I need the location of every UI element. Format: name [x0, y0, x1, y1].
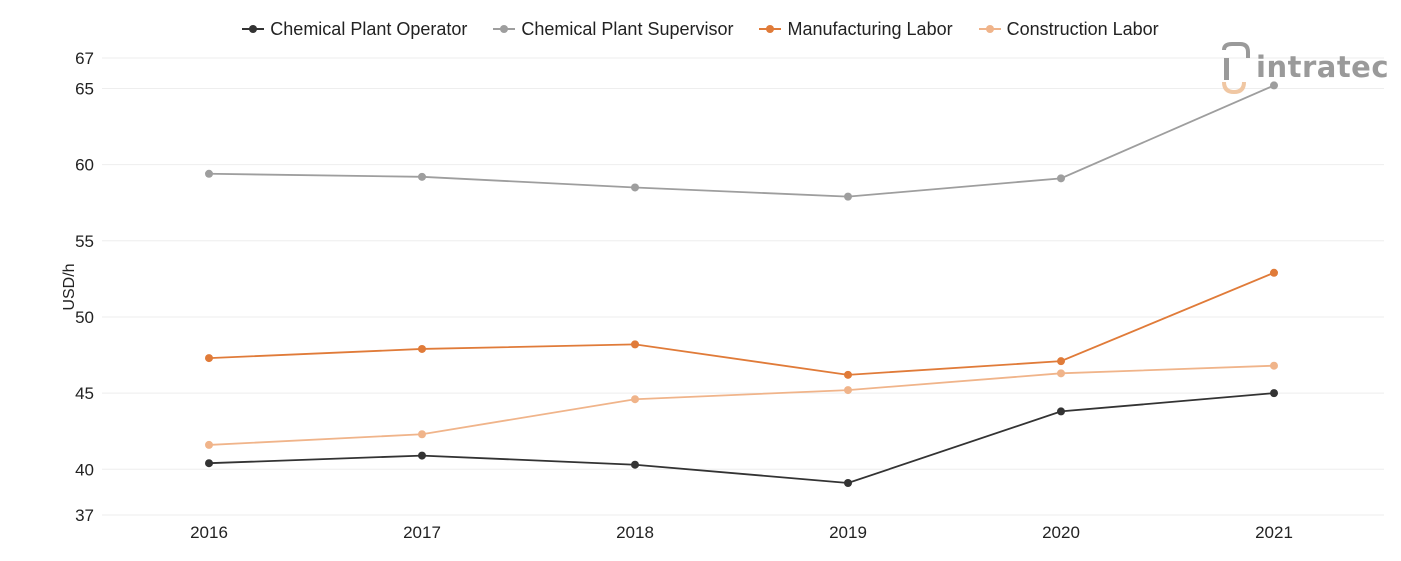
- data-point: [1270, 361, 1278, 370]
- legend-label: Construction Labor: [1006, 18, 1159, 39]
- series-line: [208, 271, 1275, 376]
- legend-swatch-icon: [759, 23, 782, 35]
- grid-lines: [102, 57, 1384, 516]
- data-point: [631, 395, 639, 404]
- data-point: [418, 451, 426, 460]
- y-tick-label: 45: [75, 384, 94, 403]
- legend-item[interactable]: Construction Labor: [978, 16, 1159, 42]
- data-point: [418, 344, 426, 353]
- data-point: [1270, 389, 1278, 398]
- y-tick-label: 60: [75, 156, 94, 175]
- data-point: [205, 169, 213, 178]
- data-point: [418, 172, 426, 181]
- data-point: [1057, 369, 1065, 378]
- data-point: [631, 340, 639, 349]
- y-tick-label: 50: [75, 308, 94, 327]
- data-point: [1270, 268, 1278, 277]
- data-point: [205, 459, 213, 468]
- series-line: [208, 84, 1275, 198]
- legend-swatch-icon: [978, 23, 1001, 35]
- series-group: [205, 389, 1278, 488]
- x-tick-label: 2017: [403, 523, 441, 542]
- logo-text: intratec: [1256, 50, 1390, 84]
- legend: Chemical Plant Operator Chemical Plant S…: [0, 16, 1401, 42]
- data-point: [205, 354, 213, 363]
- data-point: [1057, 174, 1065, 183]
- legend-swatch-icon: [242, 23, 265, 35]
- data-point: [631, 183, 639, 192]
- x-tick-label: 2016: [190, 523, 228, 542]
- legend-item[interactable]: Chemical Plant Operator: [242, 16, 467, 42]
- series-group: [205, 361, 1278, 449]
- data-point: [418, 430, 426, 439]
- x-tick-label: 2018: [616, 523, 654, 542]
- data-point: [844, 370, 852, 379]
- legend-item[interactable]: Manufacturing Labor: [759, 16, 953, 42]
- legend-swatch-icon: [493, 23, 516, 35]
- y-axis-label: USD/h: [61, 263, 78, 311]
- y-tick-label: 37: [75, 506, 94, 525]
- data-point: [844, 192, 852, 201]
- series-line: [208, 364, 1275, 446]
- series-group: [205, 268, 1278, 379]
- data-point: [1057, 357, 1065, 366]
- data-point: [1270, 81, 1278, 90]
- legend-label: Chemical Plant Supervisor: [521, 18, 734, 39]
- y-tick-label: 67: [75, 49, 94, 68]
- intratec-logo-mark-icon: [1222, 42, 1250, 95]
- intratec-logo: intratec: [1220, 42, 1389, 96]
- y-tick-label: 40: [75, 460, 94, 479]
- data-point: [631, 460, 639, 469]
- y-tick-labels: 37 40 45 50 55 60 65 67: [75, 49, 94, 525]
- y-tick-label: 65: [75, 79, 94, 98]
- data-point: [1057, 407, 1065, 416]
- x-tick-labels: 2016 2017 2018 2019 2020 2021: [190, 523, 1293, 542]
- data-point: [844, 386, 852, 395]
- data-point: [844, 479, 852, 488]
- series-lines: [205, 81, 1278, 488]
- x-tick-label: 2021: [1255, 523, 1293, 542]
- legend-item[interactable]: Chemical Plant Supervisor: [493, 16, 733, 42]
- data-point: [205, 440, 213, 449]
- y-tick-label: 55: [75, 232, 94, 251]
- x-tick-label: 2019: [829, 523, 867, 542]
- series-line: [208, 392, 1275, 484]
- legend-label: Chemical Plant Operator: [270, 18, 468, 39]
- x-tick-label: 2020: [1042, 523, 1080, 542]
- legend-label: Manufacturing Labor: [787, 18, 953, 39]
- series-group: [205, 81, 1278, 201]
